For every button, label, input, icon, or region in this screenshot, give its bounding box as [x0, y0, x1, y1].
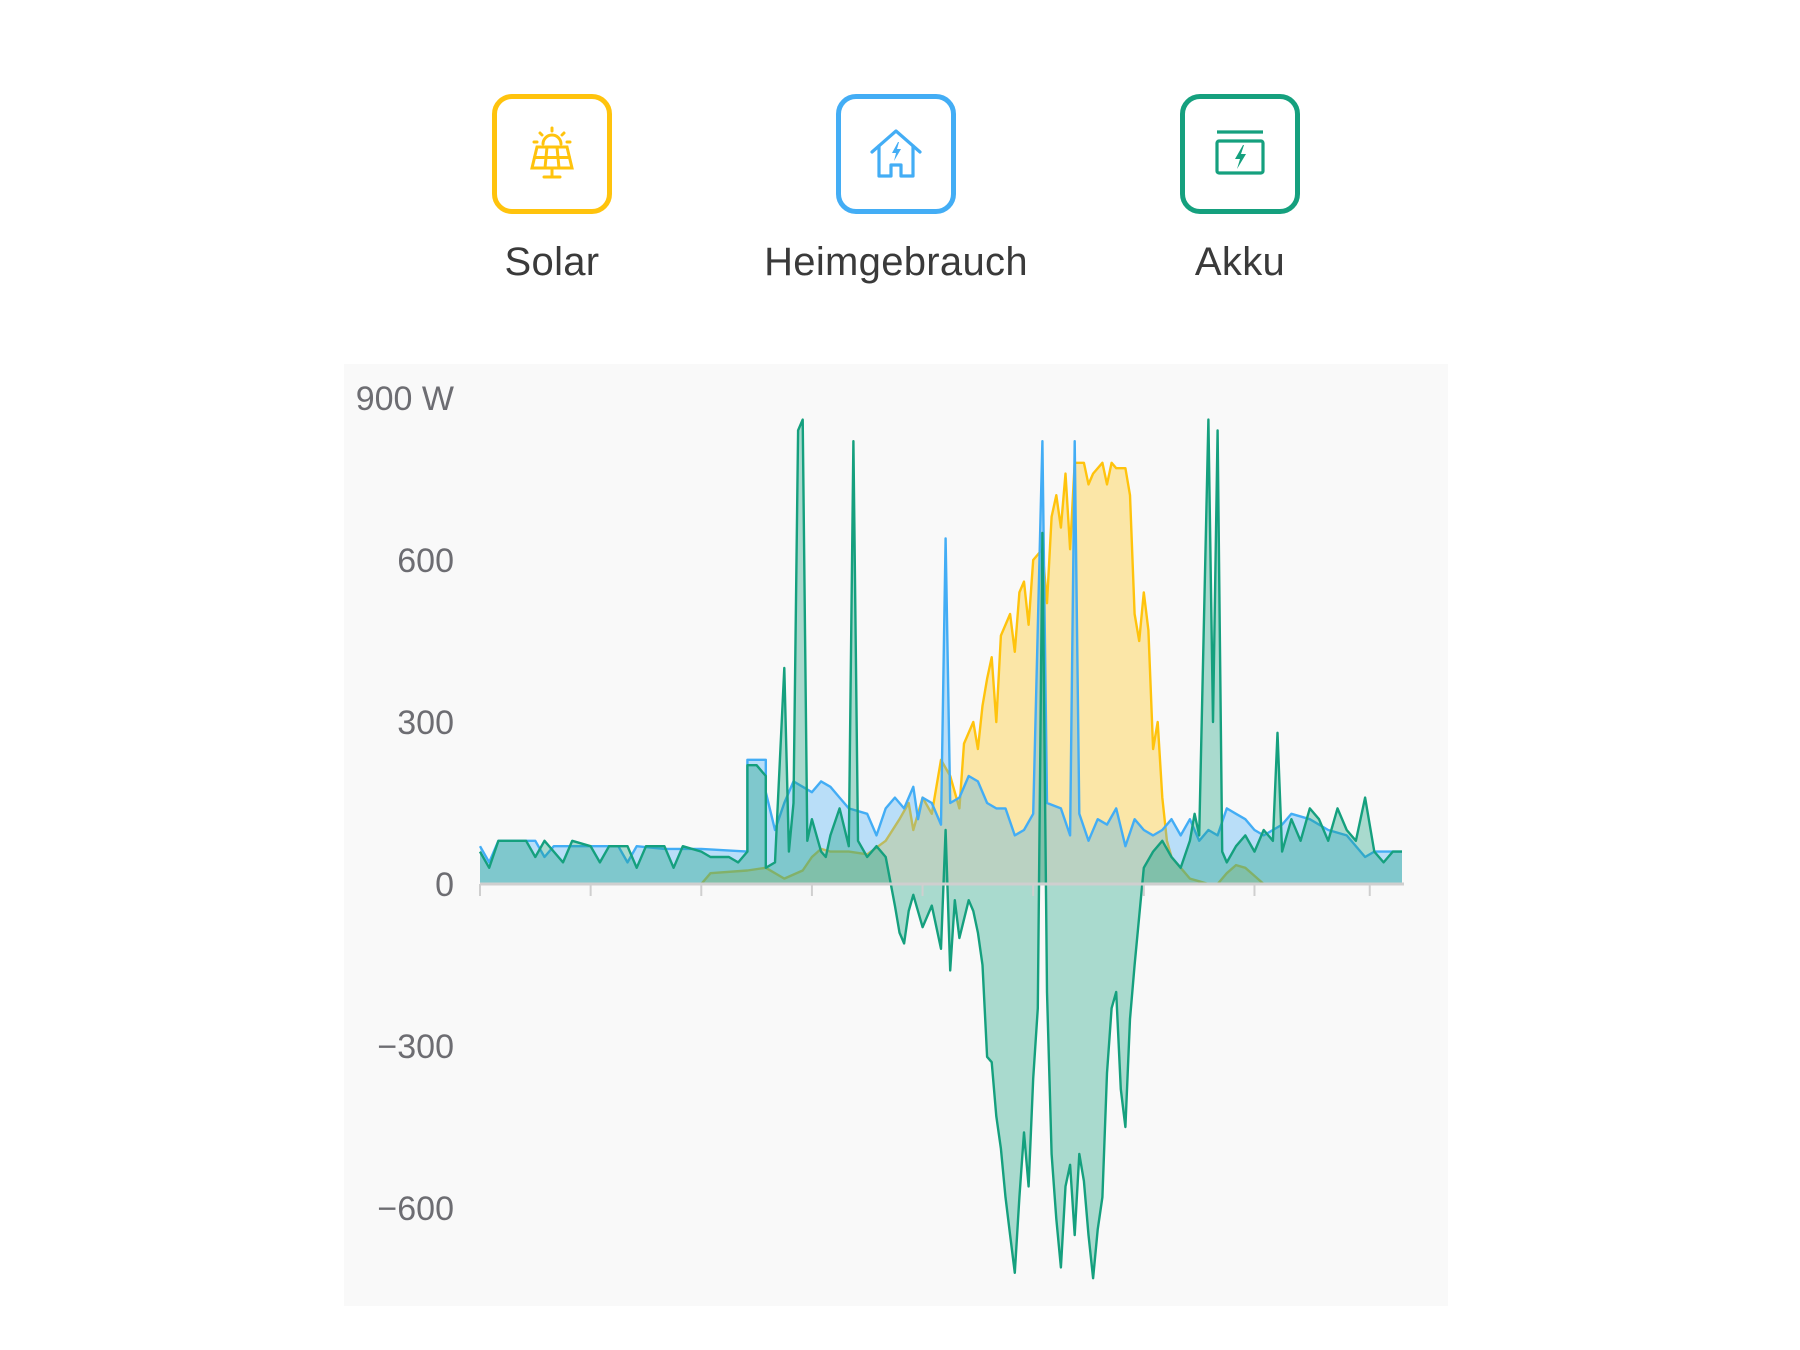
series-area-heimgebrauch	[480, 441, 1402, 884]
power-chart-svg: 900 W 600 300 0 −300 −600	[356, 380, 1404, 1280]
legend: Solar Heimgebrauch Akku	[0, 94, 1800, 304]
house-power-icon	[836, 94, 956, 214]
y-tick-label: 900 W	[356, 380, 454, 418]
legend-label-solar: Solar	[504, 240, 600, 284]
y-tick-label: 600	[397, 542, 454, 580]
battery-charge-icon	[1180, 94, 1300, 214]
y-tick-label: −600	[377, 1190, 454, 1228]
legend-label-heimgebrauch: Heimgebrauch	[764, 240, 1028, 284]
y-tick-label: 0	[435, 866, 454, 904]
solar-panel-icon	[492, 94, 612, 214]
series-line-heimgebrauch	[478, 440, 1402, 864]
y-tick-label: −300	[377, 1028, 454, 1066]
y-tick-label: 300	[397, 704, 454, 742]
legend-item-solar[interactable]: Solar	[382, 94, 722, 285]
legend-item-akku[interactable]: Akku	[1070, 94, 1410, 285]
power-chart: 900 W 600 300 0 −300 −600	[344, 364, 1448, 1306]
series-line-akku	[478, 418, 1402, 1280]
legend-label-akku: Akku	[1194, 240, 1286, 284]
legend-item-heimgebrauch[interactable]: Heimgebrauch	[726, 94, 1066, 285]
